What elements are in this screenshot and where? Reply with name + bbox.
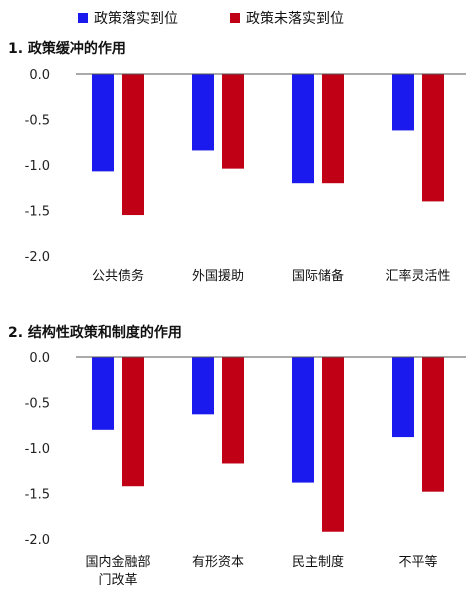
bar-not-implemented: [222, 357, 244, 463]
bar-implemented: [192, 357, 214, 414]
bar-not-implemented: [422, 357, 444, 492]
y-tick-label: -1.0: [25, 159, 50, 174]
category-label: 汇率灵活性: [385, 268, 450, 284]
legend-swatch-blue: [78, 13, 88, 23]
category-label: 民主制度: [292, 554, 344, 570]
bar-implemented: [292, 357, 314, 483]
y-tick-label: -1.5: [25, 205, 50, 220]
panel2-title: 2. 结构性政策和制度的作用: [8, 322, 182, 342]
bar-implemented: [292, 74, 314, 183]
y-tick-label: -1.5: [25, 488, 50, 503]
category-label: 国内金融部门改革: [85, 554, 150, 588]
y-tick-label: -0.5: [25, 397, 50, 412]
legend-label-implemented: 政策落实到位: [94, 8, 178, 28]
y-tick-label: -2.0: [25, 533, 50, 548]
bar-implemented: [392, 357, 414, 437]
y-tick-label: -0.5: [25, 114, 50, 129]
bar-not-implemented: [422, 74, 444, 201]
category-label: 公共债务: [92, 268, 144, 284]
panel1-title: 1. 政策缓冲的作用: [8, 38, 126, 58]
chart-policy-buffers: 0.0 -0.5 -1.0 -1.5 -2.0 公共债务 外国援助 国际储备 汇率灵活性: [0, 60, 466, 318]
bar-implemented: [392, 74, 414, 130]
legend-label-not-implemented: 政策未落实到位: [246, 8, 344, 28]
category-label: 国际储备: [292, 268, 344, 284]
bar-not-implemented: [322, 357, 344, 532]
chart-legend: 政策落实到位 政策未落实到位: [78, 8, 396, 28]
bar-implemented: [92, 357, 114, 430]
category-label: 不平等: [398, 554, 437, 570]
bar-not-implemented: [322, 74, 344, 183]
y-tick-label: -2.0: [25, 250, 50, 265]
bar-not-implemented: [122, 357, 144, 486]
y-tick-label: 0.0: [29, 351, 50, 366]
legend-item-implemented: 政策落实到位: [78, 8, 178, 28]
category-label: 外国援助: [192, 269, 244, 284]
legend-item-not-implemented: 政策未落实到位: [230, 8, 344, 28]
bar-implemented: [192, 74, 214, 150]
bar-implemented: [92, 74, 114, 171]
bar-not-implemented: [222, 74, 244, 169]
bar-not-implemented: [122, 74, 144, 215]
legend-swatch-red: [230, 13, 240, 23]
chart-structural-policies: 0.0 -0.5 -1.0 -1.5 -2.0 国内金融部门改革 有形资本 民主制度 不平等: [0, 344, 466, 594]
y-tick-label: 0.0: [29, 68, 50, 83]
category-label: 有形资本: [192, 555, 244, 570]
y-tick-label: -1.0: [25, 442, 50, 457]
